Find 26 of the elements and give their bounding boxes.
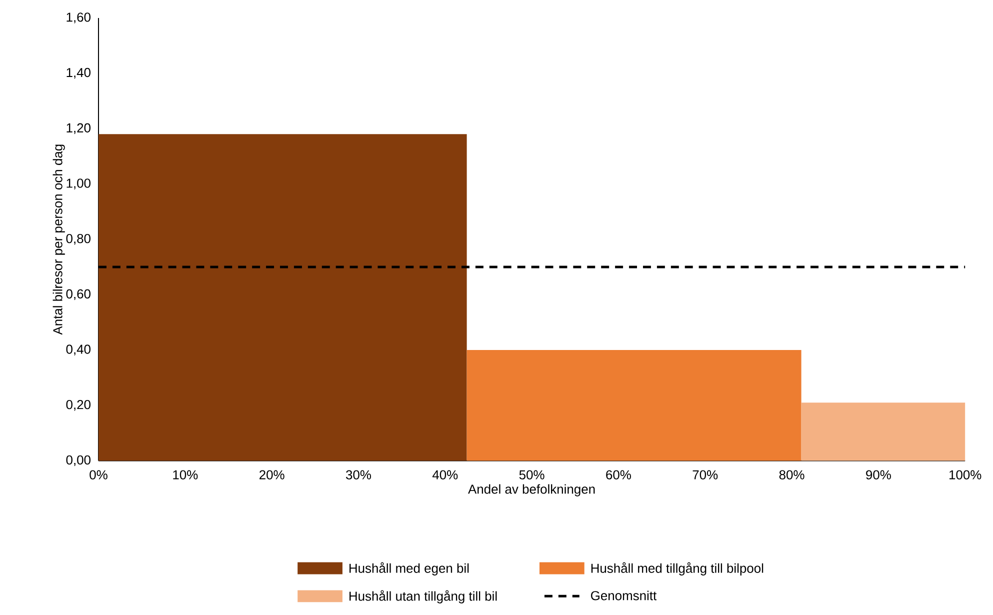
x-axis-title: Andel av befolkningen bbox=[468, 484, 595, 496]
x-tick-label: 10% bbox=[173, 470, 198, 480]
legend-label: Hushåll med egen bil bbox=[350, 562, 469, 576]
x-tick-label: 90% bbox=[866, 470, 891, 480]
x-tick-label: 80% bbox=[779, 470, 804, 480]
x-tick-label: 100% bbox=[949, 470, 982, 480]
legend-label: Hushåll med tillgång till bilpool bbox=[591, 562, 764, 576]
y-tick-label: 1,00 bbox=[66, 178, 90, 190]
x-tick-label: 50% bbox=[519, 470, 544, 480]
legend-label: Hushåll utan tillgång till bil bbox=[350, 590, 497, 604]
x-tick-label: 40% bbox=[432, 470, 458, 480]
y-tick-label: 0,40 bbox=[66, 344, 90, 356]
y-tick-label: 0,60 bbox=[66, 289, 90, 300]
legend-label: Genomsnitt bbox=[591, 590, 657, 600]
x-tick-label: 70% bbox=[692, 470, 718, 480]
x-tick-label: 30% bbox=[346, 470, 371, 480]
y-tick-label: 1,40 bbox=[66, 68, 90, 79]
y-tick-label: 0,00 bbox=[66, 455, 90, 466]
y-tick-label: 0,20 bbox=[66, 400, 90, 411]
y-tick-label: 1,60 bbox=[66, 12, 90, 24]
y-tick-label: 1,20 bbox=[66, 123, 90, 134]
x-tick-label: 0% bbox=[90, 470, 108, 480]
y-axis-title: Antal bilresor per person och dag bbox=[52, 144, 65, 335]
x-tick-label: 20% bbox=[260, 470, 284, 480]
x-tick-label: 60% bbox=[606, 470, 631, 480]
y-tick-label: 0,80 bbox=[66, 234, 90, 245]
